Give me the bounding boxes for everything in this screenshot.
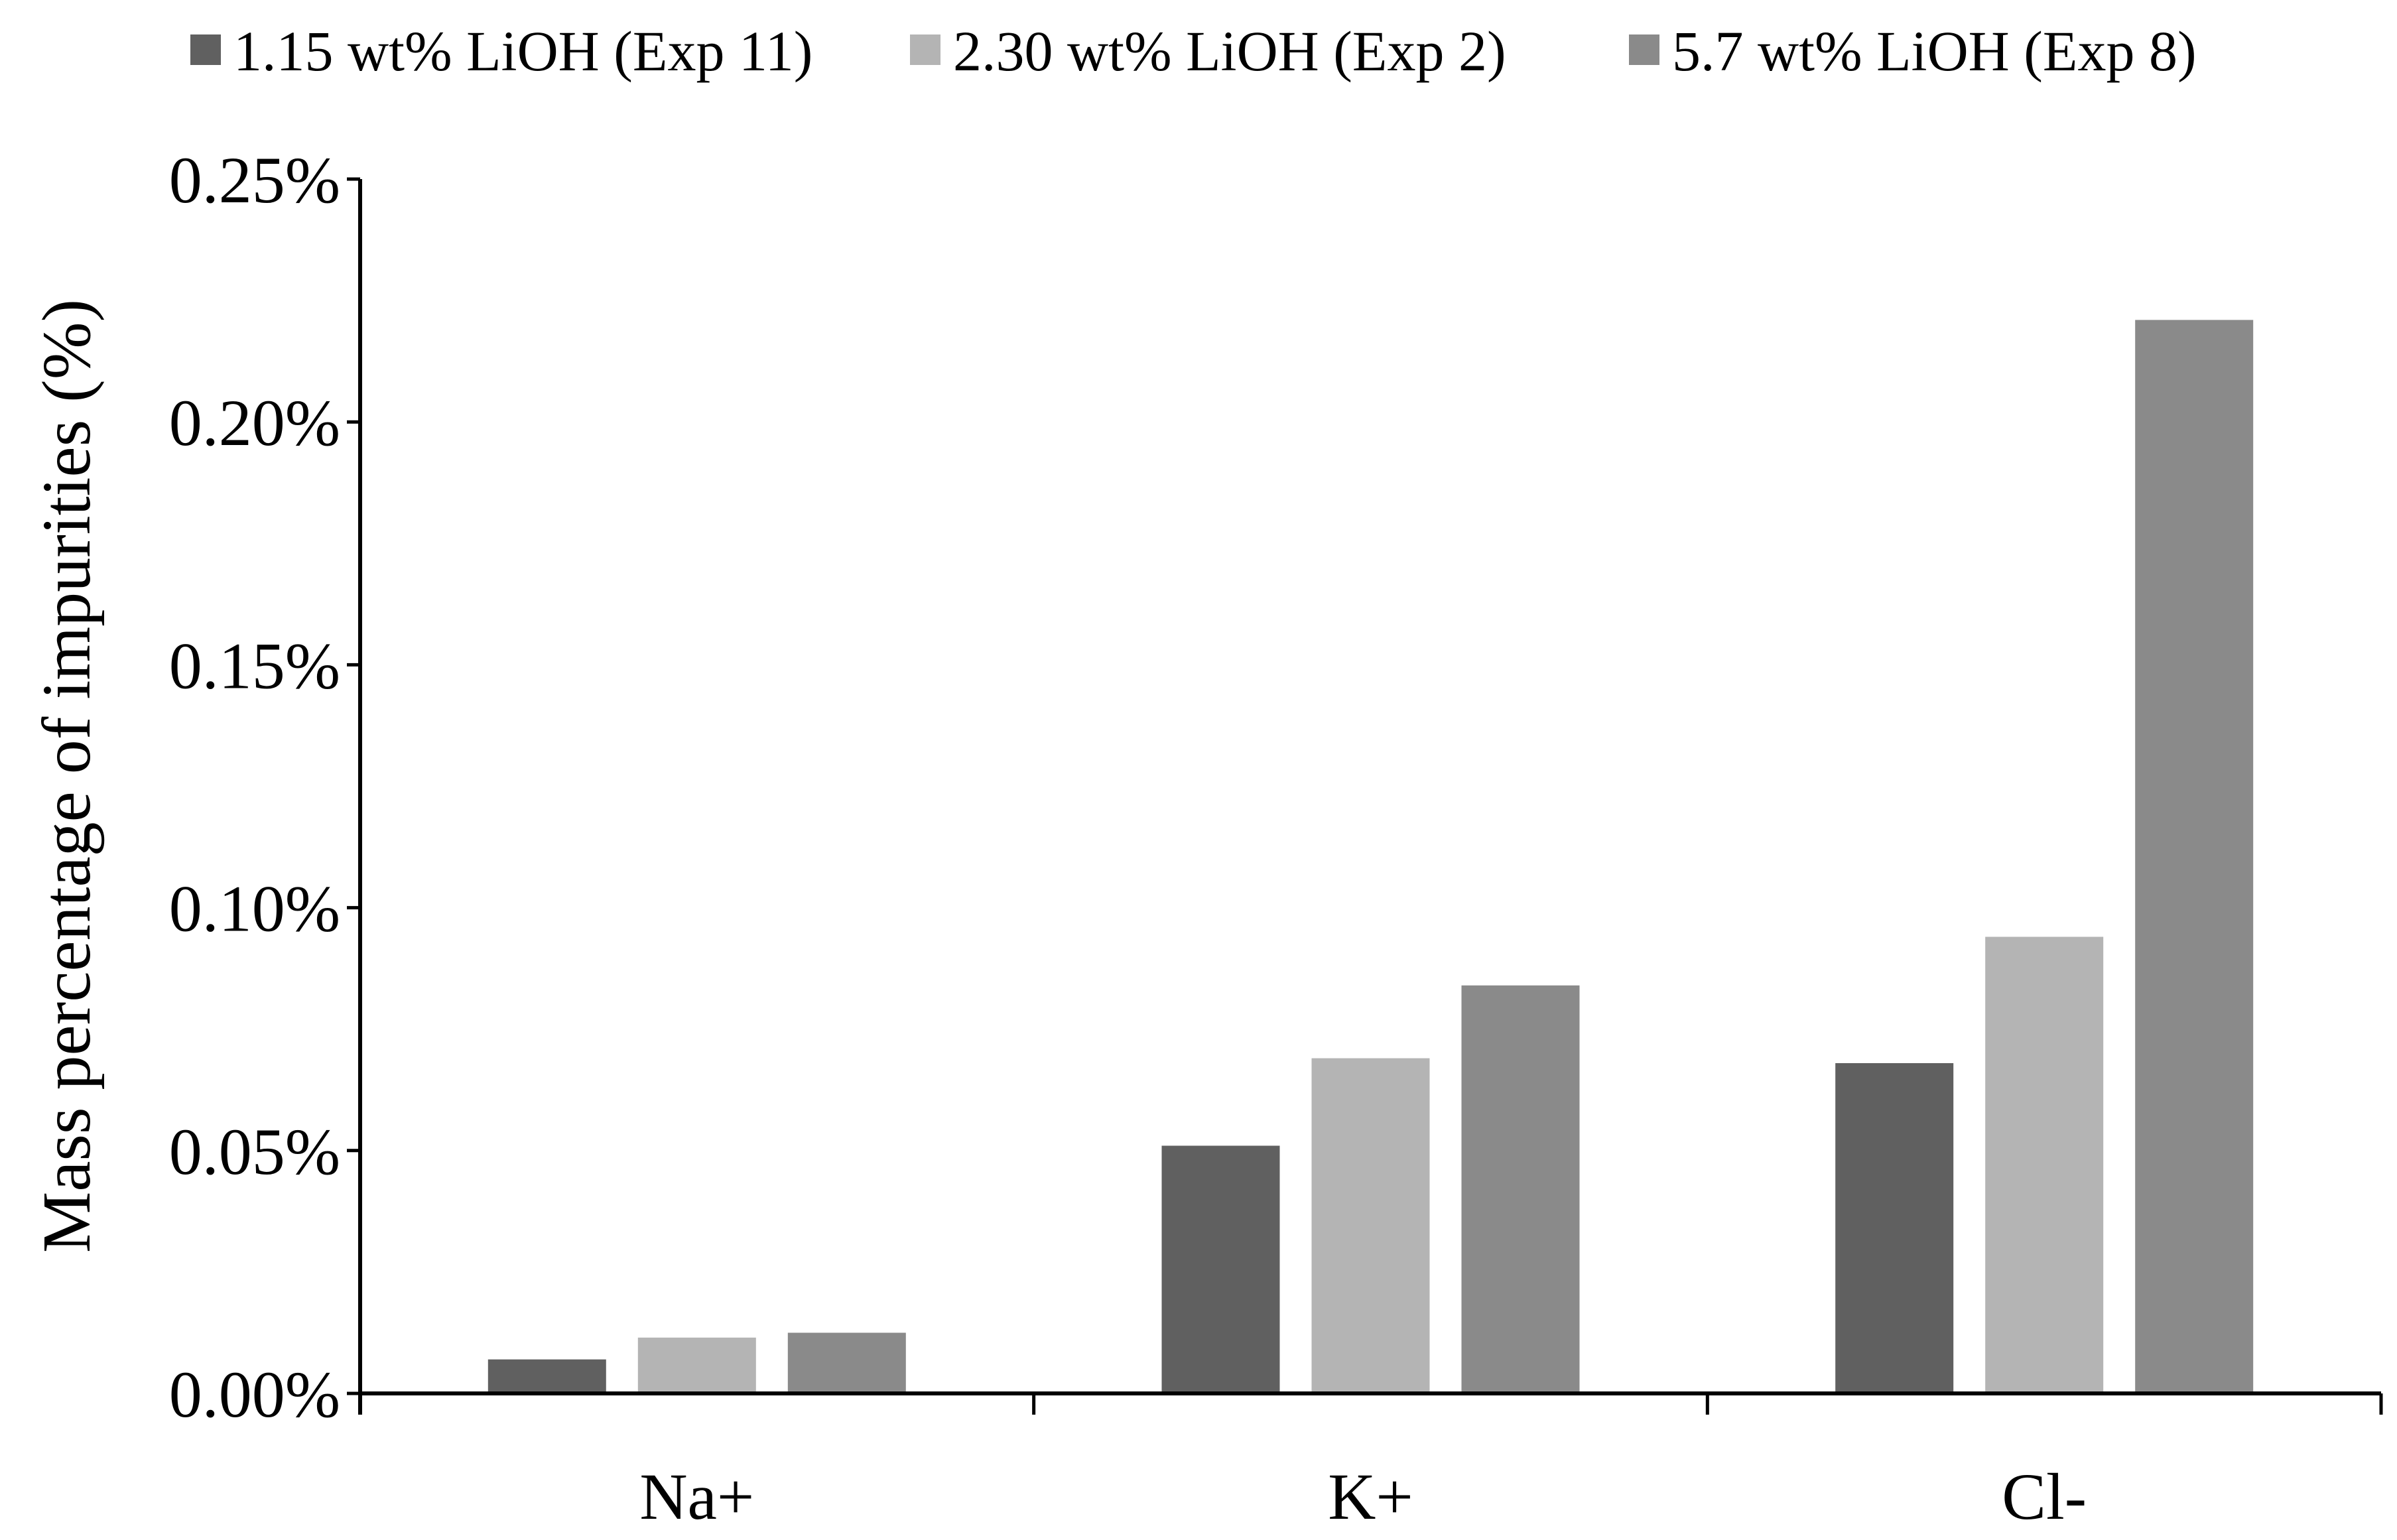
legend-label: 2.30 wt% LiOH (Exp 2) <box>953 19 1506 83</box>
bar-Na-series-1 <box>487 1359 606 1393</box>
y-tick-label: 0.15% <box>169 629 340 702</box>
legend: 1.15 wt% LiOH (Exp 11) 2.30 wt% LiOH (Exp… <box>190 19 2197 83</box>
y-axis-title-group: Mass percentage of impurities (%) <box>29 299 105 1253</box>
bars <box>487 320 2254 1393</box>
x-tick-label: K+ <box>1328 1460 1413 1533</box>
x-tick-label: Cl- <box>2002 1460 2087 1533</box>
y-tick-label: 0.10% <box>169 872 340 946</box>
x-tick-label: Na+ <box>639 1460 754 1533</box>
legend-swatch <box>1629 34 1659 65</box>
y-tick-label: 0.05% <box>169 1115 340 1188</box>
bar-Cl-series-2 <box>1985 936 2104 1393</box>
y-tick-label: 0.00% <box>169 1358 340 1431</box>
axes <box>358 179 2381 1415</box>
y-tick-label: 0.20% <box>169 386 340 460</box>
x-ticks: Na+ K+ Cl- <box>639 1393 2383 1533</box>
legend-swatch <box>190 34 221 65</box>
legend-label: 1.15 wt% LiOH (Exp 11) <box>233 19 812 83</box>
bar-K-series-3 <box>1461 985 1580 1393</box>
bar-Cl-series-1 <box>1835 1063 1954 1393</box>
legend-label: 5.7 wt% LiOH (Exp 8) <box>1672 19 2197 83</box>
bar-Na-series-2 <box>637 1337 756 1393</box>
bar-Cl-series-3 <box>2135 320 2254 1393</box>
y-axis-title: Mass percentage of impurities (%) <box>29 299 105 1253</box>
y-ticks: 0.00% 0.05% 0.10% 0.15% 0.20% 0.25% <box>169 143 360 1431</box>
legend-swatch <box>910 34 940 65</box>
bar-K-series-1 <box>1161 1145 1280 1393</box>
bar-K-series-2 <box>1311 1058 1430 1393</box>
bar-Na-series-3 <box>787 1332 906 1393</box>
y-tick-label: 0.25% <box>169 143 340 217</box>
